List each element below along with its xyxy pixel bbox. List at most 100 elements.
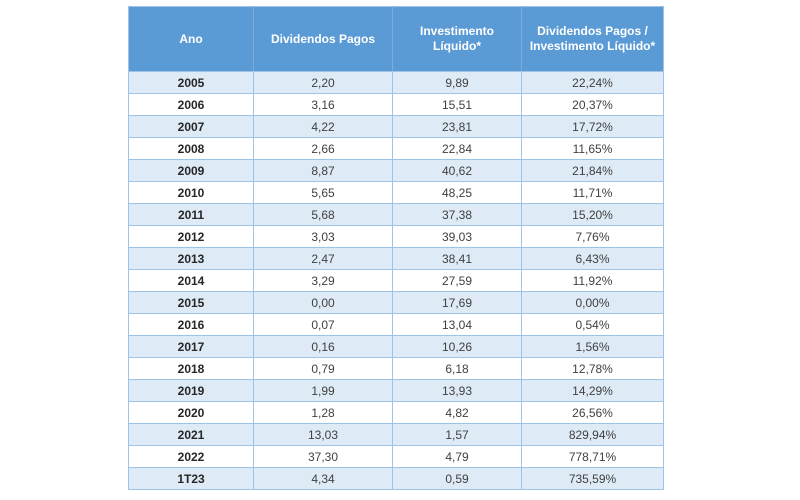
table-row: 2009 8,87 40,62 21,84% [128, 159, 664, 182]
table-row: 2020 1,28 4,82 26,56% [128, 401, 664, 424]
value-cell: 15,51 [392, 93, 522, 116]
value-cell: 11,92% [521, 269, 664, 292]
dividends-table: Ano Dividendos Pagos Investimento Líquid… [128, 6, 664, 490]
value-cell: 26,56% [521, 401, 664, 424]
value-cell: 3,16 [253, 93, 393, 116]
value-cell: 3,29 [253, 269, 393, 292]
table-row: 2019 1,99 13,93 14,29% [128, 379, 664, 402]
value-cell: 0,16 [253, 335, 393, 358]
year-cell: 2006 [128, 93, 254, 116]
year-cell: 2015 [128, 291, 254, 314]
value-cell: 15,20% [521, 203, 664, 226]
value-cell: 778,71% [521, 445, 664, 468]
value-cell: 0,07 [253, 313, 393, 336]
table-row: 2015 0,00 17,69 0,00% [128, 291, 664, 314]
table-row: 2021 13,03 1,57 829,94% [128, 423, 664, 446]
column-header-dividendos-sobre-investimento: Dividendos Pagos / Investimento Líquido* [521, 6, 664, 72]
year-cell: 2005 [128, 71, 254, 94]
value-cell: 829,94% [521, 423, 664, 446]
year-cell: 2022 [128, 445, 254, 468]
value-cell: 13,93 [392, 379, 522, 402]
value-cell: 12,78% [521, 357, 664, 380]
value-cell: 0,00 [253, 291, 393, 314]
value-cell: 6,43% [521, 247, 664, 270]
value-cell: 39,03 [392, 225, 522, 248]
value-cell: 10,26 [392, 335, 522, 358]
value-cell: 4,34 [253, 467, 393, 490]
value-cell: 0,79 [253, 357, 393, 380]
value-cell: 7,76% [521, 225, 664, 248]
value-cell: 11,65% [521, 137, 664, 160]
table-header: Ano Dividendos Pagos Investimento Líquid… [128, 6, 664, 72]
year-cell: 2019 [128, 379, 254, 402]
value-cell: 17,72% [521, 115, 664, 138]
year-cell: 2018 [128, 357, 254, 380]
year-cell: 2013 [128, 247, 254, 270]
year-cell: 2011 [128, 203, 254, 226]
value-cell: 4,22 [253, 115, 393, 138]
value-cell: 1,56% [521, 335, 664, 358]
value-cell: 9,89 [392, 71, 522, 94]
table-row: 2013 2,47 38,41 6,43% [128, 247, 664, 270]
year-cell: 2017 [128, 335, 254, 358]
column-header-investimento-liquido: Investimento Líquido* [392, 6, 522, 72]
table-row: 2016 0,07 13,04 0,54% [128, 313, 664, 336]
table-row: 2012 3,03 39,03 7,76% [128, 225, 664, 248]
column-header-ano: Ano [128, 6, 254, 72]
value-cell: 6,18 [392, 357, 522, 380]
table-row: 2010 5,65 48,25 11,71% [128, 181, 664, 204]
value-cell: 4,82 [392, 401, 522, 424]
value-cell: 22,84 [392, 137, 522, 160]
table-row: 1T23 4,34 0,59 735,59% [128, 467, 664, 490]
value-cell: 11,71% [521, 181, 664, 204]
value-cell: 1,57 [392, 423, 522, 446]
year-cell: 2012 [128, 225, 254, 248]
table-body: 2005 2,20 9,89 22,24% 2006 3,16 15,51 20,37% 200… [128, 71, 664, 490]
value-cell: 37,38 [392, 203, 522, 226]
year-cell: 2009 [128, 159, 254, 182]
table-row: 2014 3,29 27,59 11,92% [128, 269, 664, 292]
value-cell: 22,24% [521, 71, 664, 94]
value-cell: 1,28 [253, 401, 393, 424]
year-cell: 2020 [128, 401, 254, 424]
table-row: 2011 5,68 37,38 15,20% [128, 203, 664, 226]
table-row: 2008 2,66 22,84 11,65% [128, 137, 664, 160]
value-cell: 1,99 [253, 379, 393, 402]
year-cell: 2021 [128, 423, 254, 446]
table-row: 2022 37,30 4,79 778,71% [128, 445, 664, 468]
year-cell: 2007 [128, 115, 254, 138]
value-cell: 8,87 [253, 159, 393, 182]
value-cell: 5,65 [253, 181, 393, 204]
value-cell: 37,30 [253, 445, 393, 468]
year-cell: 2016 [128, 313, 254, 336]
value-cell: 2,66 [253, 137, 393, 160]
value-cell: 21,84% [521, 159, 664, 182]
column-header-dividendos-pagos: Dividendos Pagos [253, 6, 393, 72]
year-cell: 2008 [128, 137, 254, 160]
value-cell: 0,59 [392, 467, 522, 490]
value-cell: 27,59 [392, 269, 522, 292]
table-row: 2018 0,79 6,18 12,78% [128, 357, 664, 380]
value-cell: 4,79 [392, 445, 522, 468]
year-cell: 2010 [128, 181, 254, 204]
value-cell: 0,00% [521, 291, 664, 314]
table-row: 2017 0,16 10,26 1,56% [128, 335, 664, 358]
table-header-row: Ano Dividendos Pagos Investimento Líquid… [128, 6, 664, 72]
table-row: 2007 4,22 23,81 17,72% [128, 115, 664, 138]
value-cell: 40,62 [392, 159, 522, 182]
year-cell: 1T23 [128, 467, 254, 490]
value-cell: 20,37% [521, 93, 664, 116]
value-cell: 17,69 [392, 291, 522, 314]
value-cell: 13,03 [253, 423, 393, 446]
value-cell: 5,68 [253, 203, 393, 226]
value-cell: 14,29% [521, 379, 664, 402]
value-cell: 48,25 [392, 181, 522, 204]
table-row: 2005 2,20 9,89 22,24% [128, 71, 664, 94]
value-cell: 2,20 [253, 71, 393, 94]
value-cell: 0,54% [521, 313, 664, 336]
value-cell: 735,59% [521, 467, 664, 490]
value-cell: 38,41 [392, 247, 522, 270]
table-row: 2006 3,16 15,51 20,37% [128, 93, 664, 116]
value-cell: 23,81 [392, 115, 522, 138]
